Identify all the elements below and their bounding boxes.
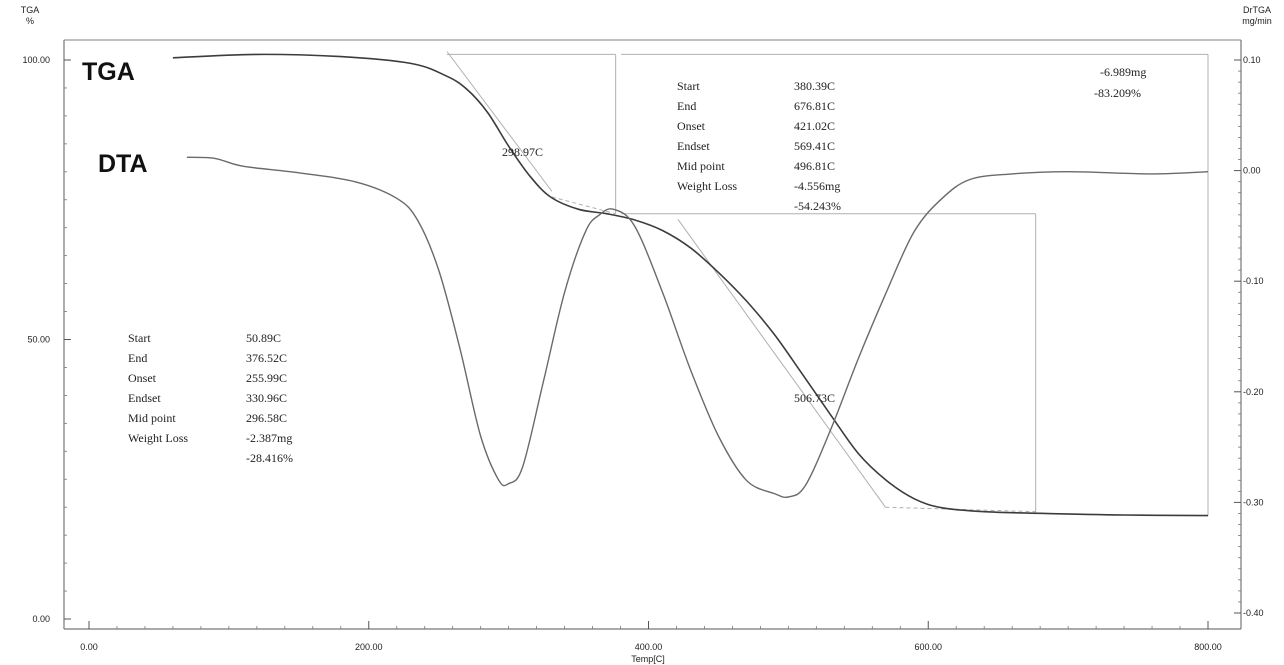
total-loss-mg: -6.989mg <box>1100 65 1146 79</box>
step1-label-endset: Endset <box>128 391 161 405</box>
x-tick-label: 800.00 <box>1194 642 1222 652</box>
y-right-title: DrTGA <box>1243 5 1271 15</box>
step1-tangent <box>446 51 553 192</box>
y-right-tick-label: -0.10 <box>1243 276 1264 286</box>
x-axis-label: Temp[C] <box>631 654 665 664</box>
step2-label-endset: Endset <box>677 139 710 153</box>
step1-label-start: Start <box>128 331 151 345</box>
step2-value-end: 676.81C <box>794 99 835 113</box>
step1-label-end: End <box>128 351 147 365</box>
step2-value-midpoint: 496.81C <box>794 159 835 173</box>
step1-label-weightloss: Weight Loss <box>128 431 188 445</box>
step1-value-end: 376.52C <box>246 351 287 365</box>
x-tick-label: 0.00 <box>80 642 98 652</box>
step2-label-onset: Onset <box>677 119 706 133</box>
axes-layer: 0.00 200.00 400.00 600.00 800.00 0.00 50.00 100… <box>22 55 1263 652</box>
series-line-dta <box>186 156 1209 499</box>
step1-value-onset: 255.99C <box>246 371 287 385</box>
y-left-tick-label: 100.00 <box>22 55 50 65</box>
series-line-tga <box>172 53 1209 517</box>
y-left-unit: % <box>26 16 34 26</box>
step2-value-weightloss-pct: -54.243% <box>794 199 841 213</box>
step1-value-endset: 330.96C <box>246 391 287 405</box>
step1-value-start: 50.89C <box>246 331 281 345</box>
y-right-unit: mg/min <box>1242 16 1272 26</box>
x-tick-label: 600.00 <box>914 642 942 652</box>
y-right-tick-label: -0.20 <box>1243 387 1264 397</box>
curve-label-dta: DTA <box>98 150 148 178</box>
series-layer <box>172 53 1209 517</box>
step2-value-start: 380.39C <box>794 79 835 93</box>
step1-value-weightloss-mg: -2.387mg <box>246 431 292 445</box>
plot-frame <box>63 39 1242 630</box>
peak-label-2: 506.73C <box>794 391 835 405</box>
step1-value-weightloss-pct: -28.416% <box>246 451 293 465</box>
y-right-tick-label: 0.10 <box>1243 55 1261 65</box>
step2-value-onset: 421.02C <box>794 119 835 133</box>
peak-label-1: 298.97C <box>502 145 543 159</box>
y-left-title: TGA <box>21 5 40 15</box>
y-left-tick-label: 50.00 <box>27 335 50 345</box>
step1-label-midpoint: Mid point <box>128 411 176 425</box>
y-right-tick-label: -0.30 <box>1243 497 1264 507</box>
y-right-tick-label: 0.00 <box>1243 166 1261 176</box>
y-right-tick-label: -0.40 <box>1243 608 1264 618</box>
y-left-tick-label: 0.00 <box>32 614 50 624</box>
step1-label-onset: Onset <box>128 371 157 385</box>
step2-label-end: End <box>677 99 696 113</box>
step2-value-endset: 569.41C <box>794 139 835 153</box>
x-tick-label: 200.00 <box>355 642 383 652</box>
step2-label-midpoint: Mid point <box>677 159 725 173</box>
x-tick-label: 400.00 <box>635 642 663 652</box>
analysis-guide-lines <box>446 51 1209 516</box>
step1-value-midpoint: 296.58C <box>246 411 287 425</box>
curve-label-tga: TGA <box>82 58 135 86</box>
step2-value-weightloss-mg: -4.556mg <box>794 179 840 193</box>
step1-lower-line <box>551 196 616 215</box>
step2-label-weightloss: Weight Loss <box>677 179 737 193</box>
step2-tangent <box>677 219 886 508</box>
total-loss-pct: -83.209% <box>1094 86 1141 100</box>
annotation-step2: Start 380.39C End 676.81C Onset 421.02C … <box>677 79 841 213</box>
annotation-step1: Start 50.89C End 376.52C Onset 255.99C E… <box>128 331 293 465</box>
step2-label-start: Start <box>677 79 700 93</box>
